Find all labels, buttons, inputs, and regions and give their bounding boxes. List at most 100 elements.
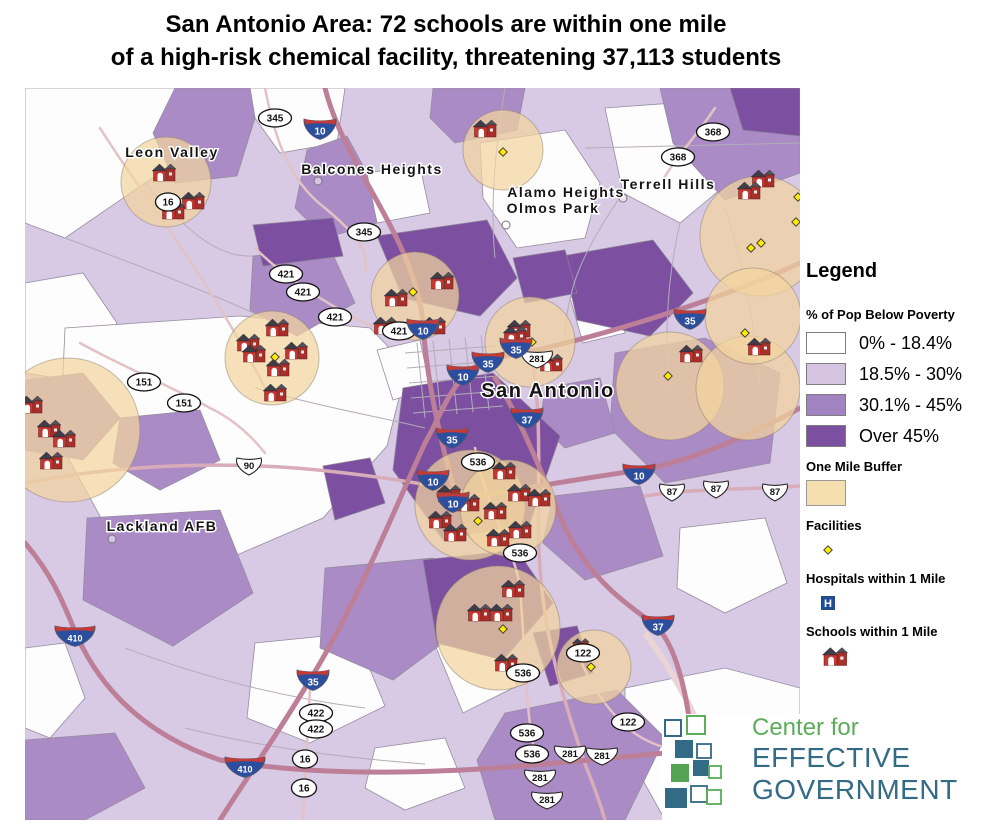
facility-icon — [586, 662, 596, 672]
org-logo-mark — [664, 715, 722, 808]
route-shield-35: 35 — [499, 337, 533, 359]
school-icon — [466, 603, 492, 622]
route-shield-10: 10 — [416, 469, 450, 491]
logo-line-2: EFFECTIVE — [752, 742, 911, 773]
legend-class-label: 0% - 18.4% — [859, 332, 953, 353]
facility-icon — [473, 516, 483, 526]
svg-text:10: 10 — [457, 373, 469, 384]
legend-class-label: 30.1% - 45% — [859, 394, 963, 415]
map: 345 345 368 368 421 421 421 421 151 151 16 16 16 422 4… — [0, 85, 821, 823]
school-icon — [180, 191, 206, 210]
svg-text:16: 16 — [162, 198, 174, 209]
route-shield-536: 536 — [502, 543, 538, 563]
town-marker — [313, 176, 323, 186]
org-logo-text: Center for EFFECTIVE GOVERNMENT — [752, 714, 958, 804]
legend-class-row: 18.5% - 30% — [806, 363, 996, 385]
legend-class-row: Over 45% — [806, 425, 996, 447]
facility-icon — [498, 624, 508, 634]
svg-text:281: 281 — [529, 354, 546, 365]
school-icon — [51, 429, 77, 448]
one-mile-buffer — [0, 357, 141, 503]
facility-icon — [756, 238, 766, 248]
legend-class-label: 18.5% - 30% — [859, 363, 963, 384]
svg-text:536: 536 — [512, 549, 529, 560]
route-shield-281: 281 — [521, 350, 553, 369]
legend-poverty-classes: 0% - 18.4% 18.5% - 30% 30.1% - 45% Over 45% — [806, 332, 996, 447]
route-shield-281: 281 — [554, 745, 586, 764]
route-shield-151: 151 — [126, 372, 162, 392]
title-line-1: San Antonio Area: 72 schools are within … — [165, 11, 727, 38]
route-shield-10: 10 — [446, 364, 480, 386]
route-shield-422: 422 — [298, 703, 334, 723]
school-icon — [485, 528, 511, 547]
svg-text:35: 35 — [482, 360, 494, 371]
facility-icon — [270, 352, 280, 362]
map-svg: 3453453683684214214214211511511616164224… — [0, 85, 821, 823]
labels-layer: Leon Valley Balcones Heights Alamo Heights… — [105, 143, 716, 536]
legend-class-swatch — [806, 363, 846, 385]
place-label: San Antonio — [481, 380, 615, 402]
svg-text:281: 281 — [562, 749, 579, 760]
logo-line-3: GOVERNMENT — [752, 774, 958, 805]
route-shield-368: 368 — [695, 122, 731, 142]
svg-text:421: 421 — [278, 270, 295, 281]
legend-class-swatch — [806, 332, 846, 354]
school-icon — [488, 603, 514, 622]
school-icon — [235, 333, 261, 352]
town-marker — [618, 193, 628, 203]
svg-text:421: 421 — [391, 327, 408, 338]
route-shield-536: 536 — [509, 723, 545, 743]
school-icon — [500, 579, 526, 598]
towns-layer — [107, 176, 628, 544]
place-label: Olmos Park — [507, 200, 600, 216]
svg-text:281: 281 — [539, 795, 556, 806]
school-icon — [482, 501, 508, 520]
legend-buffer-swatch — [806, 480, 846, 506]
route-shield-421: 421 — [317, 307, 353, 327]
legend-buffer-label: One Mile Buffer — [806, 459, 903, 474]
svg-text:16: 16 — [299, 755, 311, 766]
route-shield-421: 421 — [285, 282, 321, 302]
route-shield-536: 536 — [505, 663, 541, 683]
route-shield-35: 35 — [435, 427, 469, 449]
school-icon — [241, 344, 267, 363]
symbols-layer — [18, 119, 803, 672]
school-icon — [493, 653, 519, 672]
route-shield-35: 35 — [296, 669, 330, 691]
svg-text:10: 10 — [417, 327, 429, 338]
school-icon — [736, 181, 762, 200]
route-shield-410: 410 — [224, 756, 266, 778]
school-icon — [265, 358, 291, 377]
school-icon — [264, 318, 290, 337]
svg-text:536: 536 — [515, 669, 532, 680]
school-icon — [38, 451, 64, 470]
svg-text:536: 536 — [470, 458, 487, 469]
route-shield-16: 16 — [290, 778, 318, 798]
facility-icon — [823, 545, 833, 555]
route-shield-10: 10 — [406, 318, 440, 340]
svg-text:422: 422 — [308, 725, 325, 736]
svg-text:421: 421 — [295, 288, 312, 299]
svg-text:410: 410 — [237, 765, 252, 775]
svg-text:536: 536 — [519, 729, 536, 740]
facility-icon — [408, 287, 418, 297]
route-shield-87: 87 — [658, 483, 686, 502]
route-shield-122: 122 — [610, 712, 646, 732]
svg-text:410: 410 — [67, 634, 82, 644]
route-shield-37: 37 — [641, 614, 675, 636]
svg-text:87: 87 — [711, 484, 722, 495]
facility-icon — [746, 243, 756, 253]
route-shield-16: 16 — [291, 749, 319, 769]
route-shield-345: 345 — [346, 222, 382, 242]
route-shield-281: 281 — [531, 791, 563, 810]
route-shield-35: 35 — [471, 351, 505, 373]
svg-text:87: 87 — [667, 487, 678, 498]
school-icon — [262, 383, 288, 402]
town-marker — [107, 534, 117, 544]
school-icon — [502, 325, 528, 344]
shields-layer: 3453453683684214214214211511511616164224… — [54, 108, 789, 810]
route-shield-536: 536 — [514, 744, 550, 764]
facility-icon — [663, 371, 673, 381]
place-label: Terrell Hills — [621, 176, 716, 192]
route-shield-87: 87 — [702, 480, 730, 499]
